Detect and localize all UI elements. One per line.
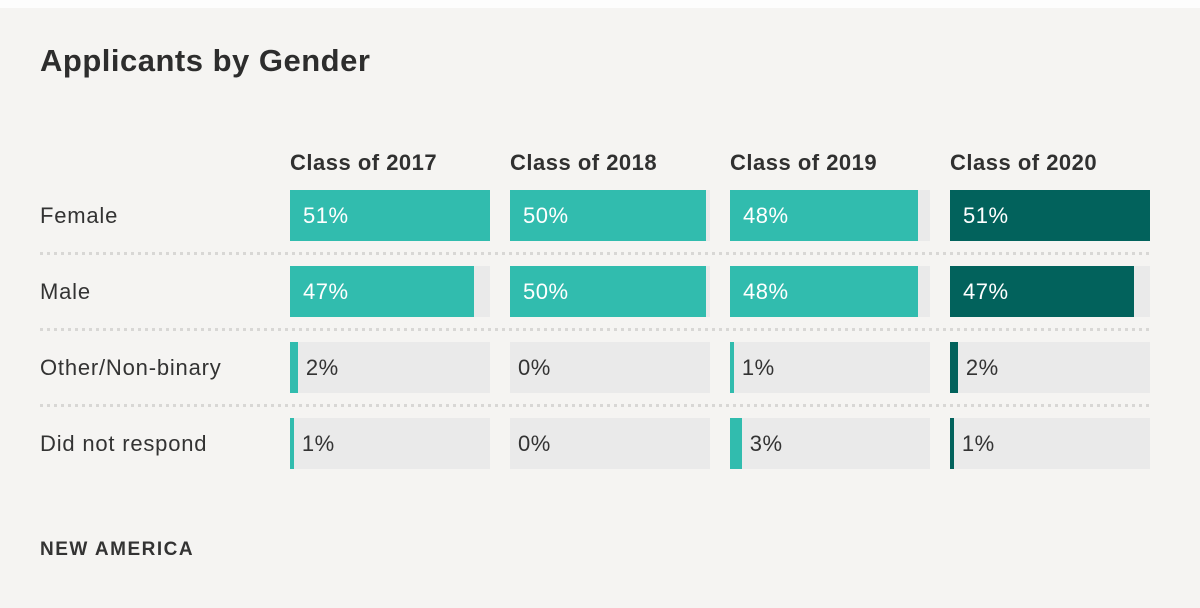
value-label-other-non-binary-class-of-2019: 1% <box>741 354 775 380</box>
row-label-cell: Other/Non-binary <box>40 342 270 393</box>
bar-female-class-of-2019 <box>730 190 919 241</box>
bar-track-did-not-respond-class-of-2017: 1% <box>290 418 490 469</box>
bar-other-non-binary-class-of-2020 <box>950 342 958 393</box>
value-label-female-class-of-2017: 51% <box>303 202 349 228</box>
bar-male-class-of-2017 <box>290 266 475 317</box>
bar-male-class-of-2020 <box>950 266 1135 317</box>
bar-track-female-class-of-2020: 51% <box>950 190 1150 241</box>
chart-page: Applicants by Gender Class of 2017 Class … <box>0 0 1200 560</box>
column-header-class-of-2017: Class of 2017 <box>290 150 438 175</box>
value-label-did-not-respond-class-of-2020: 1% <box>961 430 995 456</box>
bar-track-female-class-of-2017: 51% <box>290 190 490 241</box>
value-label-female-class-of-2019: 48% <box>743 202 789 228</box>
value-label-other-non-binary-class-of-2020: 2% <box>965 354 999 380</box>
chart-row-other-non-binary: Other/Non-binary 2% 0% 1% 2% <box>40 342 1150 393</box>
value-label-did-not-respond-class-of-2019: 3% <box>749 430 783 456</box>
top-strip <box>0 0 1200 8</box>
column-header-class-of-2020: Class of 2020 <box>950 150 1098 175</box>
bar-did-not-respond-class-of-2017 <box>290 418 294 469</box>
row-label-male: Male <box>40 278 91 304</box>
chart-title: Applicants by Gender <box>40 43 371 78</box>
bar-track-did-not-respond-class-of-2020: 1% <box>950 418 1150 469</box>
row-label-female: Female <box>40 202 119 228</box>
row-label-cell: Did not respond <box>40 418 270 469</box>
row-separator <box>40 317 1150 342</box>
bar-female-class-of-2017 <box>290 190 490 241</box>
bar-track-female-class-of-2019: 48% <box>730 190 930 241</box>
bar-male-class-of-2018 <box>510 266 707 317</box>
bar-track-male-class-of-2019: 48% <box>730 266 930 317</box>
bar-other-non-binary-class-of-2019 <box>730 342 734 393</box>
value-label-female-class-of-2018: 50% <box>523 202 569 228</box>
bar-track-other-non-binary-class-of-2020: 2% <box>950 342 1150 393</box>
column-headers: Class of 2017 Class of 2018 Class of 2019 C… <box>40 150 1150 176</box>
value-label-other-non-binary-class-of-2017: 2% <box>305 354 339 380</box>
row-label-cell: Female <box>40 190 270 241</box>
chart-row-female: Female 51% 50% 48% 51% <box>40 190 1150 241</box>
row-label-did-not-respond: Did not respond <box>40 430 208 456</box>
value-label-did-not-respond-class-of-2018: 0% <box>518 430 551 456</box>
value-label-male-class-of-2017: 47% <box>303 278 349 304</box>
bar-track-did-not-respond-class-of-2018: 0% <box>510 418 710 469</box>
row-label-cell: Male <box>40 266 270 317</box>
bar-track-female-class-of-2018: 50% <box>510 190 710 241</box>
bar-track-did-not-respond-class-of-2019: 3% <box>730 418 930 469</box>
bar-track-male-class-of-2018: 50% <box>510 266 710 317</box>
bar-female-class-of-2020 <box>950 190 1150 241</box>
bar-track-other-non-binary-class-of-2017: 2% <box>290 342 490 393</box>
header-spacer <box>40 150 270 176</box>
bar-track-other-non-binary-class-of-2019: 1% <box>730 342 930 393</box>
bar-did-not-respond-class-of-2019 <box>730 418 742 469</box>
bar-track-male-class-of-2020: 47% <box>950 266 1150 317</box>
bar-track-other-non-binary-class-of-2018: 0% <box>510 342 710 393</box>
value-label-male-class-of-2020: 47% <box>963 278 1009 304</box>
value-label-did-not-respond-class-of-2017: 1% <box>301 430 335 456</box>
row-separator <box>40 393 1150 418</box>
row-label-other-non-binary: Other/Non-binary <box>40 354 222 380</box>
applicants-by-gender-chart: Class of 2017 Class of 2018 Class of 2019 C… <box>40 150 1150 469</box>
bar-did-not-respond-class-of-2020 <box>950 418 954 469</box>
value-label-female-class-of-2020: 51% <box>963 202 1009 228</box>
column-header-class-of-2019: Class of 2019 <box>730 150 878 175</box>
bar-female-class-of-2018 <box>510 190 707 241</box>
chart-row-male: Male 47% 50% 48% 47% <box>40 266 1150 317</box>
value-label-other-non-binary-class-of-2018: 0% <box>518 354 551 380</box>
row-separator <box>40 241 1150 266</box>
chart-rows: Female 51% 50% 48% 51% Male 47% 50% 48% 47% Other/… <box>40 190 1150 469</box>
bar-male-class-of-2019 <box>730 266 919 317</box>
new-america-logo: NEW AMERICA <box>40 539 195 560</box>
chart-row-did-not-respond: Did not respond 1% 0% 3% 1% <box>40 418 1150 469</box>
value-label-male-class-of-2018: 50% <box>523 278 569 304</box>
value-label-male-class-of-2019: 48% <box>743 278 789 304</box>
bar-track-male-class-of-2017: 47% <box>290 266 490 317</box>
column-header-class-of-2018: Class of 2018 <box>510 150 658 175</box>
bar-other-non-binary-class-of-2017 <box>290 342 298 393</box>
